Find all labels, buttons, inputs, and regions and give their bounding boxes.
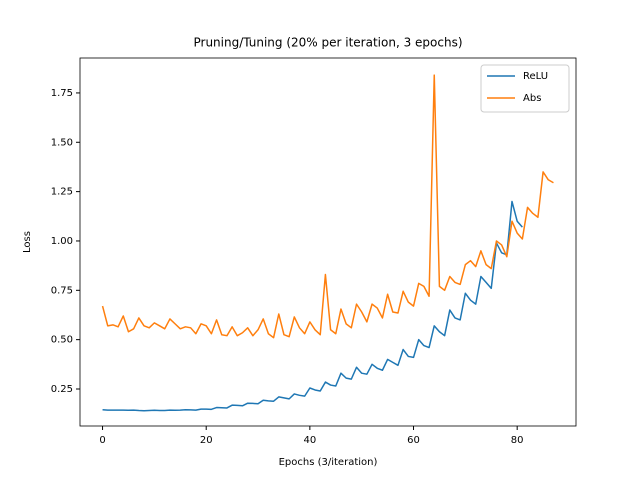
x-axis-label: Epochs (3/iteration) (279, 457, 378, 468)
y-tick-label: 1.75 (51, 88, 73, 99)
x-tick-label: 40 (303, 435, 316, 446)
x-tick-label: 80 (511, 435, 524, 446)
x-tick-label: 20 (200, 435, 213, 446)
legend-label: Abs (523, 93, 541, 104)
y-tick-label: 1.00 (51, 236, 73, 247)
chart-title: Pruning/Tuning (20% per iteration, 3 epo… (193, 36, 462, 50)
y-tick-label: 1.25 (51, 187, 73, 198)
x-tick-label: 0 (99, 435, 105, 446)
y-axis-label: Loss (22, 231, 33, 253)
plot-frame (79, 57, 577, 427)
y-tick-label: 0.75 (51, 285, 73, 296)
y-tick-label: 0.50 (51, 335, 73, 346)
line-series (101, 74, 554, 339)
y-tick-label: 1.50 (51, 137, 73, 148)
line-series (102, 200, 523, 412)
legend-label: ReLU (523, 71, 548, 82)
y-tick-label: 0.25 (51, 384, 73, 395)
x-tick-label: 60 (407, 435, 420, 446)
